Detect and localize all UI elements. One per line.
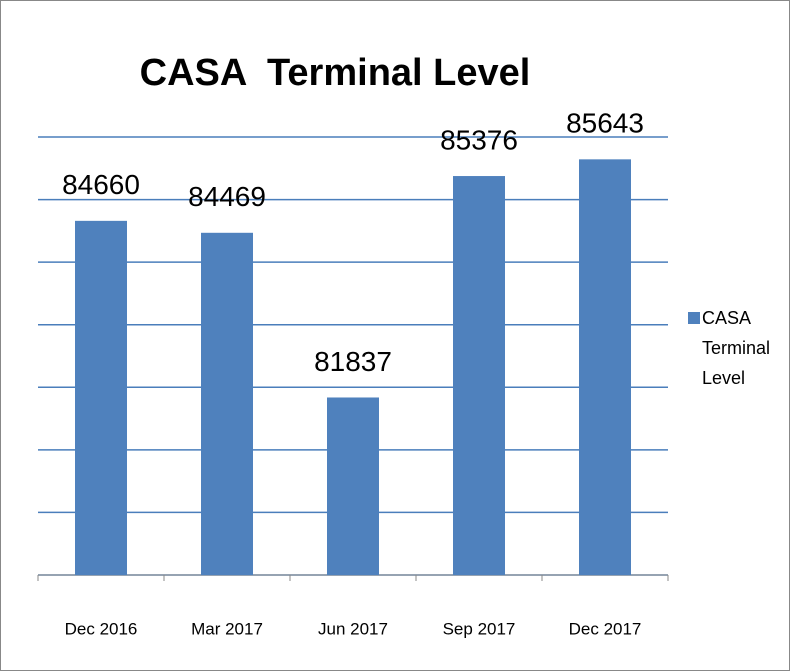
bar — [201, 232, 253, 575]
bar — [75, 220, 127, 576]
bar — [453, 176, 505, 576]
legend-label: CASA Terminal Level — [702, 308, 771, 388]
legend-swatch — [688, 312, 700, 324]
x-tick-label: Jun 2017 — [318, 619, 388, 638]
x-tick-label: Sep 2017 — [443, 619, 516, 638]
data-label: 85376 — [440, 124, 518, 155]
bar — [579, 159, 631, 575]
chart-title: CASA Terminal Level — [140, 52, 531, 94]
x-tick-label: Dec 2016 — [65, 619, 138, 638]
x-tick-label: Dec 2017 — [569, 619, 642, 638]
bar — [327, 397, 379, 575]
data-label: 85643 — [566, 108, 644, 139]
data-label: 84469 — [188, 181, 266, 212]
data-label: 81837 — [314, 346, 392, 377]
data-label: 84660 — [62, 169, 140, 200]
x-tick-label: Mar 2017 — [191, 619, 263, 638]
